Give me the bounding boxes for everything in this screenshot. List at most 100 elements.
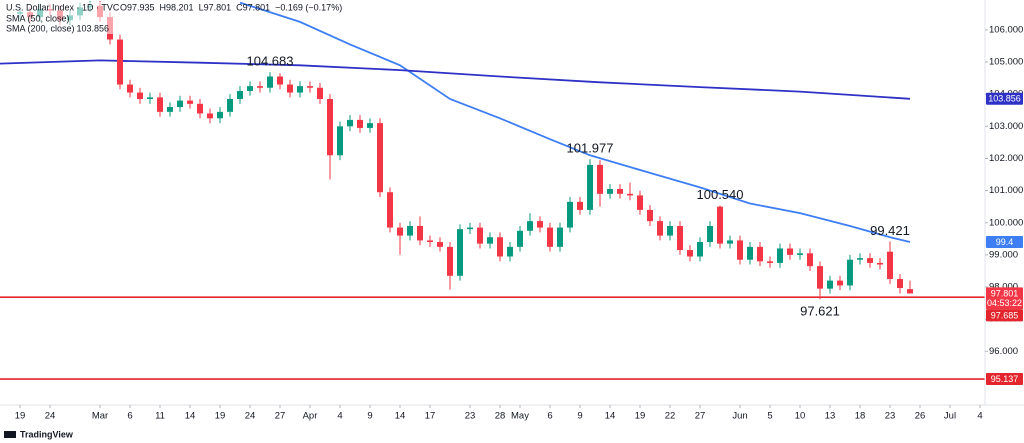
- candle-body: [617, 189, 623, 194]
- y-tick-label: 106.000: [989, 24, 1023, 35]
- candle-body: [337, 126, 343, 156]
- candle-body: [797, 253, 803, 255]
- candle-body: [177, 100, 183, 108]
- legend-entry: SMA (50, close): [6, 13, 70, 23]
- countdown: 04:53:22: [987, 298, 1022, 308]
- sma-line: [239, 1, 911, 243]
- candle-body: [777, 248, 783, 263]
- candle-body: [157, 97, 163, 112]
- price-badge-label: 95.137: [991, 374, 1019, 384]
- y-tick-label: 99.000: [989, 249, 1018, 260]
- candle-body: [147, 97, 153, 99]
- candle-body: [467, 227, 473, 230]
- legend-ohlc: −0.169 (−0.17%): [275, 2, 342, 12]
- price-badge-label: 97.685: [991, 310, 1019, 320]
- candle-body: [377, 123, 383, 193]
- candle-body: [227, 99, 233, 112]
- candle-body: [527, 221, 533, 231]
- candle-body: [397, 227, 403, 236]
- price-badge: [986, 92, 1023, 105]
- candle-body: [747, 246, 753, 260]
- candle-body: [697, 242, 703, 257]
- candle-body: [457, 229, 463, 276]
- candle-body: [577, 201, 583, 210]
- x-tick-label: Apr: [303, 411, 318, 422]
- legend-ohlc: C97.801: [236, 2, 270, 12]
- price-badge-label: 97.801: [991, 288, 1019, 298]
- x-tick-label: 27: [275, 411, 286, 422]
- candle-body: [307, 86, 313, 88]
- x-tick-label: May: [511, 411, 529, 422]
- candle-body: [677, 225, 683, 251]
- y-tick-label: 105.000: [989, 57, 1023, 68]
- candle-body: [567, 201, 573, 228]
- x-tick-label: Jul: [944, 411, 956, 422]
- x-tick-label: 24: [45, 411, 56, 422]
- candle-body: [827, 280, 833, 289]
- candle-body: [857, 258, 863, 260]
- candle-body: [537, 221, 543, 228]
- candle-body: [517, 230, 523, 247]
- x-tick-label: 6: [127, 411, 132, 422]
- candle-body: [197, 103, 203, 114]
- x-tick-label: 14: [605, 411, 616, 422]
- x-tick-label: 26: [915, 411, 926, 422]
- candle-body: [327, 99, 333, 156]
- candle-body: [117, 39, 123, 85]
- x-tick-label: 9: [367, 411, 372, 422]
- y-tick-label: 96.000: [989, 346, 1018, 357]
- x-tick-label: 13: [825, 411, 836, 422]
- plot-area: 104.683 101.977 100.540 99.421 97.621: [0, 0, 985, 380]
- candle-body: [887, 251, 893, 279]
- candle-body: [347, 119, 353, 127]
- x-tick-label: 4: [977, 411, 982, 422]
- x-tick-label: 24: [245, 411, 256, 422]
- candle-body: [257, 86, 263, 88]
- candle-body: [547, 227, 553, 247]
- candle-body: [287, 84, 293, 93]
- high-low-annotation: 104.683: [247, 54, 294, 69]
- candle-body: [137, 92, 143, 99]
- price-badge: [986, 373, 1023, 386]
- x-tick-label: 23: [885, 411, 896, 422]
- legend-entry: SMA (200, close): [6, 23, 75, 33]
- candle-body: [417, 225, 423, 241]
- candle-body: [297, 86, 303, 93]
- candle-body: [357, 119, 363, 128]
- candle-body: [717, 206, 723, 244]
- candle-body: [867, 258, 873, 263]
- y-tick-label: 100.000: [989, 217, 1023, 228]
- candle-body: [477, 227, 483, 244]
- price-badge: [986, 309, 1023, 322]
- brand-text: TradingView: [20, 429, 74, 439]
- legend-ohlc: O97.935: [120, 2, 155, 12]
- price-badge-label: 99.4: [996, 237, 1014, 247]
- candle-body: [167, 107, 173, 112]
- candle-body: [647, 209, 653, 222]
- x-tick-label: 28: [495, 411, 506, 422]
- branding: TradingView: [4, 429, 74, 439]
- x-tick-label: 17: [425, 411, 436, 422]
- legend-value: 103.856: [77, 23, 110, 33]
- candle-body: [767, 261, 773, 263]
- candle-body: [317, 87, 323, 99]
- y-tick-label: 98.000: [989, 282, 1018, 293]
- candle-body: [487, 237, 493, 244]
- price-badge: [986, 287, 1023, 310]
- legend: U.S. Dollar Index · 1D · TVC O97.935 H98.…: [2, 2, 342, 34]
- x-tick-label: 14: [395, 411, 406, 422]
- candle-body: [247, 86, 253, 91]
- x-tick-label: 11: [155, 411, 165, 422]
- candle-body: [237, 90, 243, 99]
- candle-body: [597, 164, 603, 194]
- x-tick-label: 14: [185, 411, 196, 422]
- candle-body: [497, 237, 503, 257]
- high-low-annotation: 99.421: [870, 223, 910, 238]
- candle-body: [877, 262, 883, 265]
- candle-body: [407, 225, 413, 236]
- high-low-annotation: 100.540: [697, 187, 744, 202]
- candle-body: [437, 242, 443, 247]
- legend-title: U.S. Dollar Index · 1D · TVC: [6, 2, 120, 12]
- candle-body: [207, 113, 213, 119]
- x-tick-label: 5: [767, 411, 772, 422]
